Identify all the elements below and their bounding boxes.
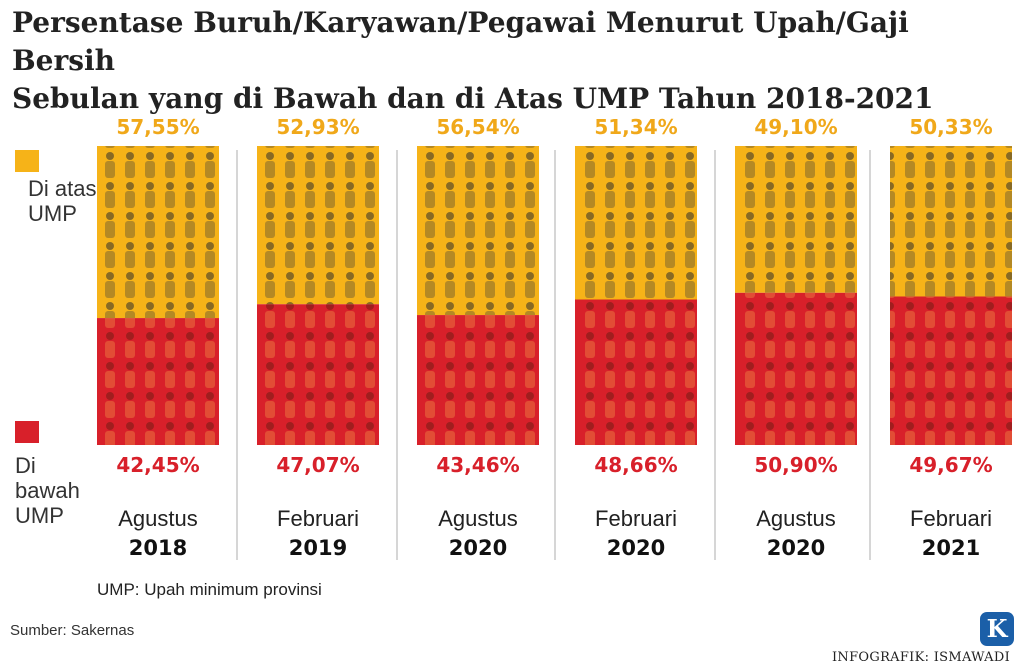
data-label-below: 42,45% [116, 453, 199, 477]
legend-below-line-2: UMP [15, 503, 64, 528]
x-tick-label-month: Februari [277, 506, 359, 531]
data-label-above: 49,10% [754, 115, 837, 139]
legend-above-line-1: Di atas [28, 176, 97, 201]
x-tick-label-year: 2021 [922, 536, 980, 560]
x-tick-label-year: 2020 [767, 536, 825, 560]
legend-swatch-above [15, 150, 39, 172]
data-label-below: 43,46% [436, 453, 519, 477]
legend-swatch-below [15, 421, 39, 443]
data-label-below: 50,90% [754, 453, 837, 477]
legend-label-above: Di atas UMP [28, 176, 118, 226]
bar-above-ump-crowd [890, 146, 1012, 297]
data-label-above: 51,34% [594, 115, 677, 139]
legend-below-line-1: Di bawah [15, 453, 80, 503]
data-label-below: 47,07% [276, 453, 359, 477]
data-label-above: 52,93% [276, 115, 359, 139]
x-tick-label-year: 2020 [449, 536, 507, 560]
x-tick-label-year: 2019 [289, 536, 347, 560]
bar-above-ump-crowd [257, 146, 379, 305]
data-label-below: 48,66% [594, 453, 677, 477]
x-tick-label-month: Agustus [118, 506, 198, 531]
publisher-logo: K [980, 612, 1014, 646]
source-text: Sumber: Sakernas [10, 622, 135, 639]
legend-above-line-2: UMP [28, 201, 77, 226]
bar-below-ump-crowd [575, 299, 697, 445]
legend-label-below: Di bawah UMP [15, 453, 105, 528]
data-label-above: 50,33% [909, 115, 992, 139]
chart-title: Persentase Buruh/Karyawan/Pegawai Menuru… [12, 4, 1012, 118]
title-line-2: Sebulan yang di Bawah dan di Atas UMP Ta… [12, 82, 934, 115]
bar-above-ump-crowd [575, 146, 697, 300]
x-tick-label-year: 2018 [129, 536, 187, 560]
data-label-above: 56,54% [436, 115, 519, 139]
bar-above-ump-crowd [97, 146, 219, 319]
x-tick-label-month: Februari [595, 506, 677, 531]
title-line-1: Persentase Buruh/Karyawan/Pegawai Menuru… [12, 6, 909, 77]
data-label-below: 49,67% [909, 453, 992, 477]
bar-below-ump-crowd [417, 315, 539, 445]
bar-above-ump-crowd [735, 146, 857, 293]
data-label-above: 57,55% [116, 115, 199, 139]
x-tick-label-month: Agustus [756, 506, 836, 531]
bar-below-ump-crowd [735, 292, 857, 445]
x-tick-label-year: 2020 [607, 536, 665, 560]
bar-below-ump-crowd [97, 318, 219, 445]
bar-below-ump-crowd [257, 304, 379, 445]
x-tick-label-month: Februari [910, 506, 992, 531]
bar-above-ump-crowd [417, 146, 539, 316]
x-tick-label-month: Agustus [438, 506, 518, 531]
footnote-ump: UMP: Upah minimum provinsi [97, 580, 322, 599]
infographic-credit: INFOGRAFIK: ISMAWADI [832, 650, 1011, 665]
bar-below-ump-crowd [890, 296, 1012, 445]
